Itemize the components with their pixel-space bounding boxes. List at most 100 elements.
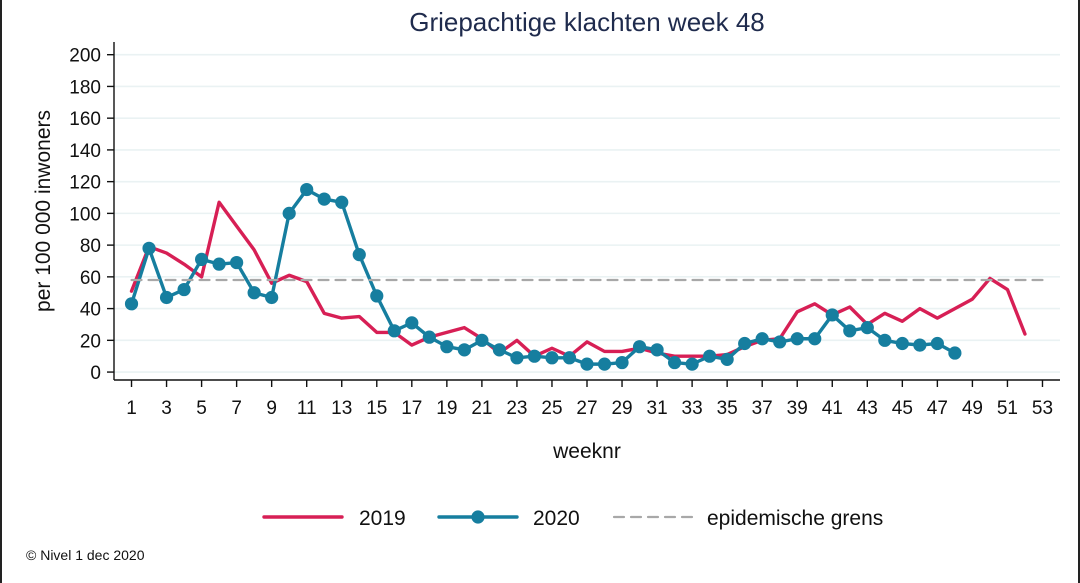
series-point-2020-12 <box>317 192 331 206</box>
series-point-2020-22 <box>492 343 507 357</box>
x-tick-label: 37 <box>752 398 773 419</box>
series-point-2020-11 <box>300 182 314 197</box>
y-axis-label: per 100 000 inwoners <box>32 110 55 312</box>
series-point-2020-7 <box>230 255 244 270</box>
series-point-2020-19 <box>440 340 454 354</box>
series-line-2019 <box>129 200 1027 358</box>
y-tick-label: 20 <box>80 331 101 352</box>
x-tick-label: 19 <box>436 398 457 419</box>
series-point-2020-42 <box>843 324 857 338</box>
x-tick-label: 25 <box>541 398 562 419</box>
series-point-2020-1 <box>124 297 139 311</box>
x-tick-label: 33 <box>682 398 703 419</box>
series-point-2020-38 <box>773 335 787 349</box>
x-tick-label: 39 <box>787 398 808 419</box>
x-tick-label: 35 <box>717 398 738 419</box>
x-tick-label: 7 <box>231 398 242 419</box>
x-axis-ticks: 1 3 5 7 9 11 13 15 17 19 21 23 25 27 29 31 33 35 37 39 41 43 4… <box>126 380 1053 419</box>
series-point-2020-24 <box>527 349 542 363</box>
x-tick-label: 15 <box>366 398 387 419</box>
y-tick-label: 0 <box>90 363 101 384</box>
legend-marker-2020 <box>471 510 485 524</box>
series-point-2020-43 <box>860 321 874 335</box>
series-point-2020-8 <box>247 286 261 300</box>
series-point-2020-32 <box>667 355 682 370</box>
x-axis-label: weeknr <box>552 440 621 463</box>
x-tick-label: 45 <box>892 398 913 419</box>
x-tick-label: 53 <box>1032 398 1053 419</box>
y-tick-label: 40 <box>80 300 101 321</box>
series-point-2020-34 <box>703 349 717 363</box>
x-tick-label: 9 <box>266 398 277 419</box>
y-tick-label: 180 <box>69 77 101 98</box>
series-point-2020-35 <box>720 352 734 366</box>
series-point-2020-17 <box>405 316 419 330</box>
series-point-2020-46 <box>913 338 927 352</box>
x-tick-label: 27 <box>576 398 597 419</box>
y-axis-ticks: 0 20 40 60 80 100 120 140 160 180 200 <box>69 46 114 384</box>
x-tick-label: 5 <box>196 398 207 419</box>
series-point-2020-4 <box>177 282 191 297</box>
series-point-2020-30 <box>632 340 647 354</box>
legend-label-2019: 2019 <box>359 507 406 530</box>
series-point-2020-25 <box>545 351 559 365</box>
chart-series <box>124 182 1044 371</box>
chart-legend: 2019 2020 epidemische grens <box>262 507 883 530</box>
series-point-2020-36 <box>738 336 752 351</box>
x-tick-label: 51 <box>997 398 1018 419</box>
series-point-2020-21 <box>475 333 489 347</box>
series-point-2020-3 <box>159 290 174 305</box>
x-tick-label: 3 <box>161 398 172 419</box>
x-tick-label: 43 <box>857 398 878 419</box>
series-point-2020-15 <box>370 289 384 303</box>
series-point-2020-13 <box>335 195 349 209</box>
series-point-2020-47 <box>930 336 944 351</box>
series-point-2020-16 <box>387 324 401 338</box>
series-point-2020-44 <box>878 333 892 347</box>
y-tick-label: 200 <box>69 46 101 67</box>
series-point-2020-28 <box>597 357 612 371</box>
series-point-2020-39 <box>790 332 804 346</box>
series-point-2020-48 <box>948 346 962 360</box>
x-tick-label: 21 <box>471 398 492 419</box>
series-point-2020-9 <box>265 290 279 305</box>
series-point-2020-41 <box>825 308 839 322</box>
series-point-2020-20 <box>457 343 471 357</box>
x-tick-label: 47 <box>927 398 948 419</box>
x-tick-label: 17 <box>401 398 422 419</box>
series-point-2020-45 <box>895 336 909 351</box>
y-tick-label: 120 <box>69 173 101 194</box>
y-tick-label: 100 <box>69 204 101 225</box>
grid-lines <box>114 53 1060 373</box>
x-tick-label: 31 <box>647 398 668 419</box>
series-point-2020-10 <box>282 206 296 220</box>
series-point-2020-18 <box>422 330 436 344</box>
series-point-2020-5 <box>194 252 209 266</box>
x-tick-label: 49 <box>962 398 983 419</box>
x-tick-label: 23 <box>506 398 527 419</box>
series-point-2020-23 <box>510 351 524 365</box>
series-point-2020-14 <box>352 248 366 262</box>
axes <box>113 42 1060 381</box>
series-point-2020-40 <box>808 332 822 346</box>
x-tick-label: 13 <box>331 398 352 419</box>
x-tick-label: 1 <box>126 398 137 419</box>
series-point-2020-6 <box>212 257 226 271</box>
series-point-2020-31 <box>650 343 664 357</box>
series-point-2020-26 <box>562 351 577 365</box>
series-point-2020-33 <box>685 357 699 371</box>
legend-label-epidemische-grens: epidemische grens <box>707 507 883 530</box>
source-note: © Nivel 1 dec 2020 <box>26 547 145 563</box>
y-tick-label: 140 <box>69 141 101 162</box>
series-point-2020-37 <box>755 332 769 346</box>
x-tick-label: 41 <box>822 398 843 419</box>
legend-label-2020: 2020 <box>533 507 580 530</box>
y-tick-label: 60 <box>80 268 101 289</box>
series-point-2020-27 <box>580 357 594 371</box>
chart-title: Griepachtige klachten week 48 <box>409 7 765 37</box>
series-point-2020-2 <box>142 241 156 255</box>
x-tick-label: 11 <box>297 398 317 419</box>
y-tick-label: 160 <box>69 109 101 130</box>
